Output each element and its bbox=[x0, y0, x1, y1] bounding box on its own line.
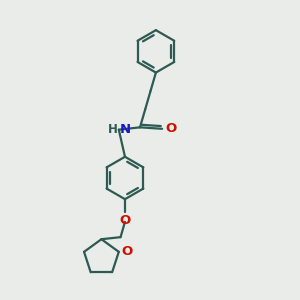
Text: H: H bbox=[107, 123, 117, 136]
Text: O: O bbox=[166, 122, 177, 135]
Text: O: O bbox=[119, 214, 130, 226]
Text: O: O bbox=[122, 245, 133, 258]
Text: N: N bbox=[119, 123, 130, 136]
